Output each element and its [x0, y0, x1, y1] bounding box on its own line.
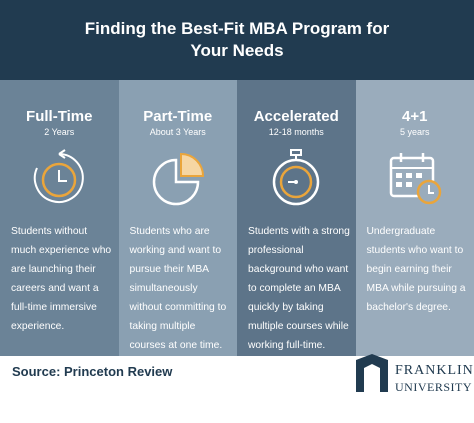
column-duration: 12-18 months	[268, 127, 324, 137]
column-duration: About 3 Years	[149, 127, 206, 137]
column: Part-Time About 3 Years Students who are…	[118, 80, 237, 356]
calendar-icon	[389, 153, 441, 205]
source: Source: Princeton Review	[12, 364, 173, 379]
column-title: Part-Time	[143, 108, 213, 125]
stopwatch-icon	[272, 149, 320, 206]
column-title: Full-Time	[26, 108, 93, 125]
column-duration: 2 Years	[44, 127, 75, 137]
logo-text: UNIVERSITY	[395, 380, 472, 394]
column-duration: 5 years	[399, 127, 430, 137]
clock-icon	[33, 149, 84, 203]
column-description: Students with a strong professional back…	[248, 226, 350, 351]
pie-icon	[152, 152, 204, 206]
column: 4+1 5 years Undergraduate students who w…	[355, 80, 474, 356]
column: Accelerated 12-18 months Students with a…	[237, 80, 356, 356]
column-title: 4+1	[402, 108, 428, 125]
column: Full-Time 2 Years Students without much …	[0, 80, 119, 356]
logo-text: FRANKLIN	[395, 363, 474, 378]
column-description: Students who are working and want to pur…	[129, 226, 227, 351]
header: Finding the Best-Fit MBA Program for You…	[0, 0, 474, 80]
column-title: Accelerated	[253, 108, 339, 125]
column-description: Undergraduate students who want to begin…	[366, 226, 466, 313]
title: Finding the Best-Fit MBA Program for You…	[84, 19, 390, 60]
column-description: Students without much experience who are…	[11, 226, 112, 332]
logo-icon	[356, 354, 388, 392]
